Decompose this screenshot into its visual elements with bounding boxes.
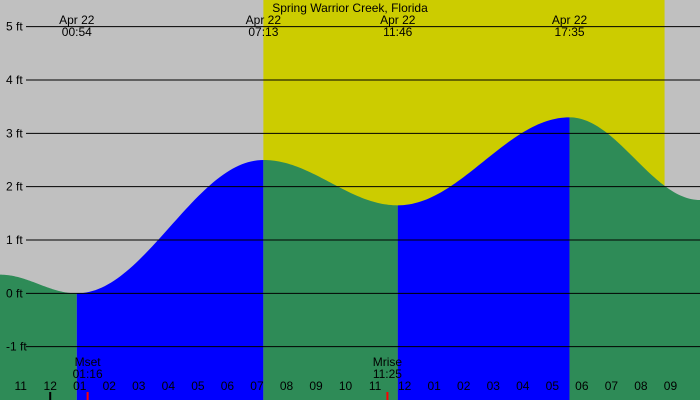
y-tick-label: 4 ft	[6, 73, 23, 87]
moon-event-time: 11:25	[373, 367, 402, 381]
falling-tide-area	[0, 274, 77, 400]
rising-tide-area	[76, 160, 264, 400]
y-axis-labels: 5 ft 4 ft 3 ft 2 ft 1 ft 0 ft -1 ft	[6, 20, 27, 354]
hour-tick-label: 02	[457, 379, 471, 393]
falling-tide-area	[569, 117, 700, 400]
extreme-date-label: Apr 22	[552, 13, 588, 27]
hour-tick-label: 12	[398, 379, 412, 393]
chart-title: Spring Warrior Creek, Florida	[272, 1, 428, 15]
hour-tick-label: 11	[369, 379, 382, 393]
extreme-time-label: 00:54	[62, 25, 92, 39]
hour-tick-label: 10	[339, 379, 353, 393]
hour-tick-label: 08	[280, 379, 294, 393]
hour-tick-label: 09	[664, 379, 678, 393]
hour-tick-label: 04	[516, 379, 530, 393]
extreme-time-label: 07:13	[248, 25, 278, 39]
hour-tick-label: 08	[634, 379, 648, 393]
y-tick-label: 0 ft	[6, 286, 23, 300]
extreme-time-label: 11:46	[383, 25, 412, 39]
extreme-date-label: Apr 22	[380, 13, 416, 27]
extreme-date-label: Apr 22	[246, 13, 282, 27]
rising-tide-area	[397, 117, 570, 400]
hour-tick-label: 01	[427, 379, 441, 393]
y-tick-label: 3 ft	[6, 126, 23, 140]
y-tick-label: 2 ft	[6, 180, 23, 194]
hour-tick-label: 02	[103, 379, 117, 393]
hour-tick-marks	[49, 392, 389, 400]
hour-tick-label: 12	[44, 379, 58, 393]
extreme-time-label: 17:35	[555, 25, 585, 39]
hour-tick-label: 11	[14, 379, 27, 393]
hour-tick-label: 06	[575, 379, 589, 393]
moon-event-label: Mrise	[373, 355, 403, 369]
hour-tick-label: 04	[162, 379, 176, 393]
hour-tick-label: 05	[191, 379, 205, 393]
hour-tick-label: 07	[250, 379, 264, 393]
y-tick-label: -1 ft	[6, 340, 27, 354]
hour-tick-label: 03	[487, 379, 501, 393]
hour-axis-labels: 11 12 01 02 03 04 05 06 07 08 09 10 11 12 01 02 03 04 05 06…	[14, 379, 677, 393]
moon-event-label: Mset	[75, 355, 102, 369]
hour-tick-label: 09	[309, 379, 323, 393]
extreme-date-label: Apr 22	[59, 13, 95, 27]
tide-areas	[0, 117, 700, 400]
y-tick-label: 1 ft	[6, 233, 23, 247]
hour-tick-label: 01	[73, 379, 87, 393]
hour-tick-label: 03	[132, 379, 146, 393]
hour-tick-label: 06	[221, 379, 235, 393]
hour-tick-label: 07	[605, 379, 619, 393]
falling-tide-area	[263, 160, 398, 400]
hour-tick-label: 05	[546, 379, 560, 393]
y-tick-label: 5 ft	[6, 20, 23, 34]
moon-marker	[86, 392, 89, 400]
height-gridlines	[26, 26, 700, 348]
moon-marker	[386, 392, 389, 400]
moon-event-time: 01:16	[73, 367, 103, 381]
midnight-marker	[49, 392, 52, 400]
